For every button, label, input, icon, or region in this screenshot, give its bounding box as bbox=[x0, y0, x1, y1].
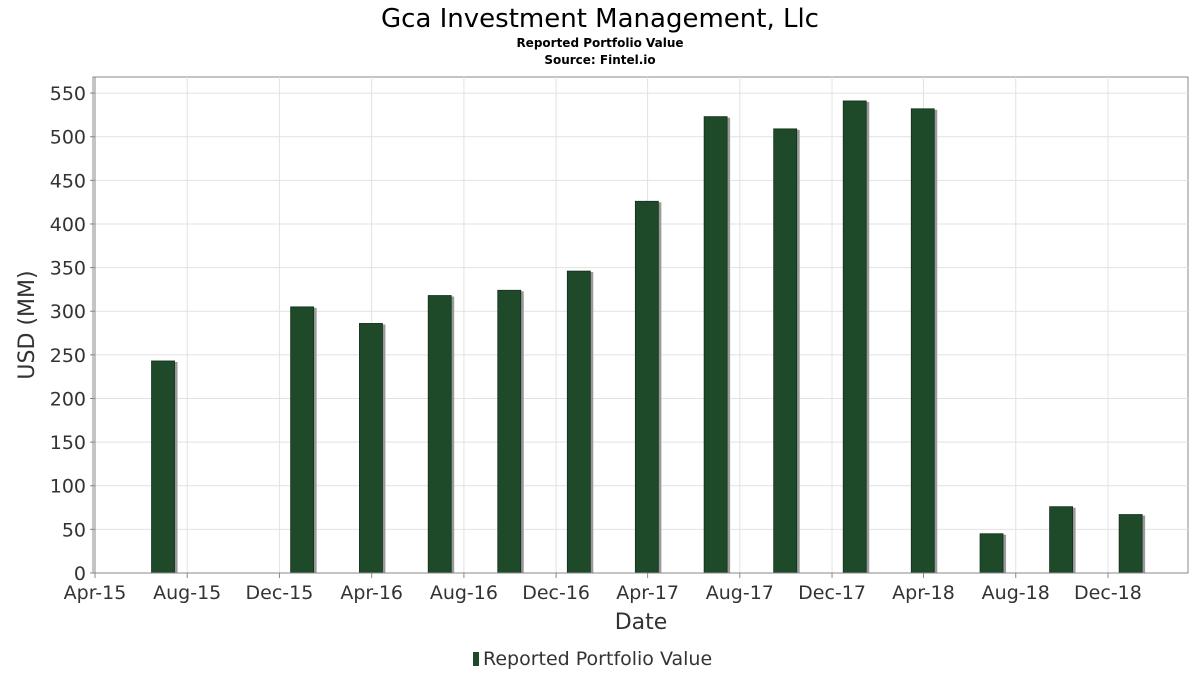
chart-subtitle: Reported Portfolio Value bbox=[516, 36, 683, 50]
y-tick-label: 400 bbox=[50, 214, 86, 236]
bar bbox=[703, 116, 728, 574]
bar bbox=[979, 533, 1004, 574]
y-tick-labels: 0 50 100 150 200 250 300 350 400 450 500 550 bbox=[50, 83, 86, 585]
x-axis-label: Date bbox=[615, 610, 668, 635]
x-tick-label: Apr-16 bbox=[340, 582, 403, 604]
chart-title: Gca Investment Management, Llc bbox=[381, 4, 819, 34]
x-tick-label: Apr-17 bbox=[616, 582, 679, 604]
x-tick-label: Aug-18 bbox=[982, 582, 1050, 604]
bar bbox=[427, 295, 452, 574]
bar bbox=[910, 108, 935, 574]
axes bbox=[90, 77, 1188, 578]
x-tick-label: Apr-15 bbox=[64, 582, 127, 604]
x-tick-label: Dec-17 bbox=[798, 582, 866, 604]
legend: Reported Portfolio Value bbox=[473, 648, 712, 670]
bar bbox=[773, 128, 798, 574]
chart-source: Source: Fintel.io bbox=[544, 53, 655, 67]
x-tick-label: Dec-15 bbox=[246, 582, 314, 604]
bar bbox=[1049, 506, 1073, 574]
y-tick-label: 550 bbox=[50, 83, 86, 105]
x-tick-label: Aug-17 bbox=[706, 582, 774, 604]
bar bbox=[151, 360, 175, 574]
legend-label: Reported Portfolio Value bbox=[483, 648, 712, 670]
x-tick-label: Dec-18 bbox=[1074, 582, 1142, 604]
y-axis-label: USD (MM) bbox=[15, 270, 40, 379]
x-tick-label: Dec-16 bbox=[522, 582, 590, 604]
y-tick-label: 300 bbox=[50, 301, 86, 323]
x-tick-label: Aug-16 bbox=[430, 582, 498, 604]
x-tick-label: Apr-18 bbox=[892, 582, 955, 604]
bar bbox=[497, 289, 522, 574]
x-tick-labels: Apr-15 Aug-15 Dec-15 Apr-16 Aug-16 Dec-16 Apr-… bbox=[64, 582, 1142, 604]
bars bbox=[151, 100, 1146, 574]
y-tick-label: 450 bbox=[50, 170, 86, 192]
y-tick-label: 0 bbox=[74, 563, 86, 585]
bar bbox=[634, 200, 659, 574]
legend-swatch bbox=[473, 652, 479, 666]
y-tick-label: 350 bbox=[50, 258, 86, 280]
y-tick-label: 50 bbox=[62, 519, 86, 541]
y-tick-label: 500 bbox=[50, 127, 86, 149]
y-tick-label: 200 bbox=[50, 388, 86, 410]
bar bbox=[290, 306, 315, 574]
bar bbox=[566, 270, 591, 574]
y-tick-label: 100 bbox=[50, 476, 86, 498]
x-tick-label: Aug-15 bbox=[153, 582, 221, 604]
y-tick-label: 150 bbox=[50, 432, 86, 454]
bar bbox=[1118, 514, 1143, 574]
bar bbox=[842, 100, 867, 574]
y-tick-label: 250 bbox=[50, 345, 86, 367]
bar bbox=[359, 323, 383, 574]
